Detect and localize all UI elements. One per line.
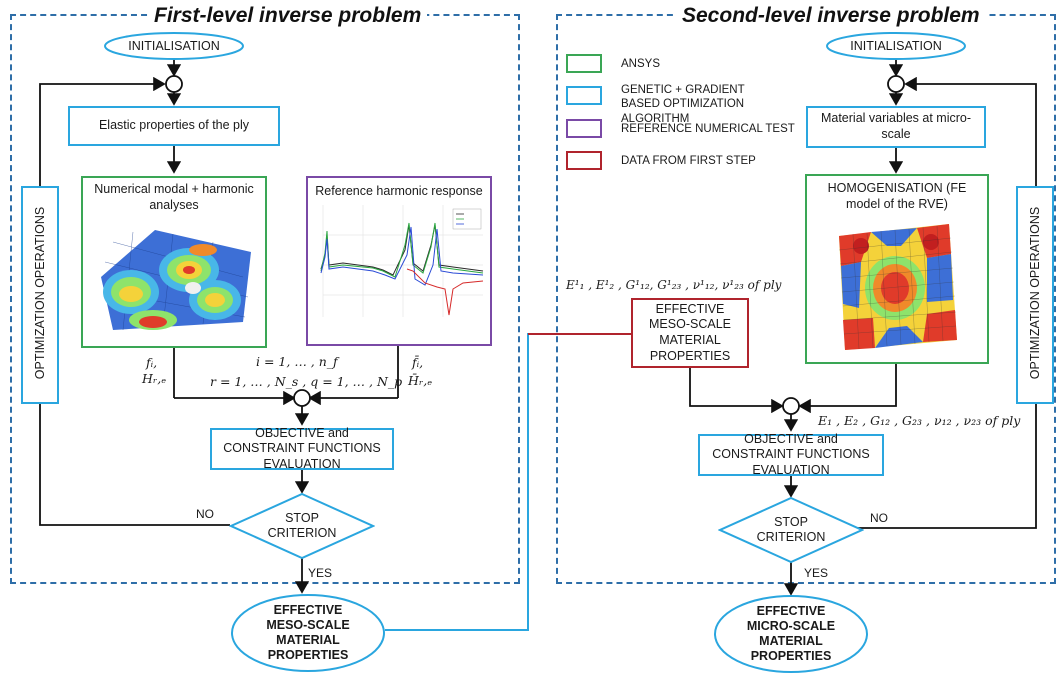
material-variables-box: Material variables at micro-scale: [806, 106, 986, 148]
reference-response-label: Reference harmonic response: [315, 184, 483, 198]
right-result-label: EFFECTIVE MICRO-SCALE MATERIAL PROPERTIE…: [746, 604, 836, 663]
right-micro-vars-label: E₁ , E₂ , G₁₂ , G₂₃ , ν₁₂ , ν₂₃ of ply: [818, 413, 1021, 428]
effective-meso-box: EFFECTIVE MESO-SCALE MATERIAL PROPERTIES: [631, 298, 749, 368]
right-meso-vars-label: E¹₁ , E¹₂ , G¹₁₂, G¹₂₃ , ν¹₁₂, ν¹₂₃ of p…: [566, 278, 782, 292]
left-result-ellipse: [231, 594, 385, 672]
right-stop-label: STOP CRITERION: [756, 515, 826, 544]
right-optimization-box: [1016, 186, 1054, 404]
left-no-label: NO: [196, 507, 214, 521]
left-objective-box: OBJECTIVE and CONSTRAINT FUNCTIONS EVALU…: [210, 426, 394, 471]
left-hbar-label: H̄ᵣ,ₑ: [408, 373, 433, 388]
right-init-ellipse: [826, 32, 966, 60]
left-stop-label: STOP CRITERION: [267, 511, 337, 540]
homogenisation-label: HOMOGENISATION (FE model of the RVE): [827, 181, 967, 211]
left-h-label: Hᵣ,ₑ: [142, 371, 167, 386]
left-init-label: INITIALISATION: [128, 38, 220, 53]
right-optimization-label: OPTIMIZATION OPERATIONS: [1028, 206, 1042, 380]
numerical-analyses-label: Numerical modal + harmonic analyses: [94, 182, 254, 212]
right-result-ellipse: [714, 595, 868, 673]
left-result-label: EFFECTIVE MESO-SCALE MATERIAL PROPERTIES: [266, 603, 350, 662]
legend-swatch-first-step: [566, 151, 602, 170]
left-optimization-label: OPTIMIZATION OPERATIONS: [33, 206, 47, 380]
legend-label-optimization: GENETIC + GRADIENT BASED OPTIMIZATION AL…: [621, 84, 745, 125]
left-f-label: fᵢ,: [146, 355, 158, 370]
harmonic-response-plot-image: [313, 205, 485, 323]
legend-swatch-ansys: [566, 54, 602, 73]
legend-swatch-optimization: [566, 86, 602, 105]
modal-mode-shape-image: [101, 230, 251, 331]
legend-label-ansys: ANSYS: [621, 58, 660, 70]
left-yes-label: YES: [308, 566, 333, 580]
left-fbar-label: f̄ᵢ,: [412, 355, 424, 370]
right-objective-box: OBJECTIVE and CONSTRAINT FUNCTIONS EVALU…: [698, 432, 884, 477]
left-panel-title: First-level inverse problem: [148, 4, 428, 28]
left-stop-diamond: [229, 492, 375, 560]
rve-model-image: [838, 224, 957, 350]
left-index-rq: r = 1, … , N_s , q = 1, … , N_p: [210, 374, 403, 389]
right-init-label: INITIALISATION: [850, 38, 942, 53]
elastic-properties-box: Elastic properties of the ply: [68, 106, 280, 146]
right-yes-label: YES: [804, 566, 829, 580]
left-index-i: i = 1, … , n_f: [256, 354, 338, 369]
legend-label-reference: REFERENCE NUMERICAL TEST: [621, 123, 795, 135]
left-init-ellipse: [104, 32, 244, 60]
legend-label-first-step: DATA FROM FIRST STEP: [621, 155, 756, 167]
legend-swatch-reference: [566, 119, 602, 138]
right-stop-diamond: [718, 496, 864, 564]
left-optimization-box: [21, 186, 59, 404]
right-no-label: NO: [870, 511, 888, 525]
right-panel-title: Second-level inverse problem: [676, 4, 986, 28]
